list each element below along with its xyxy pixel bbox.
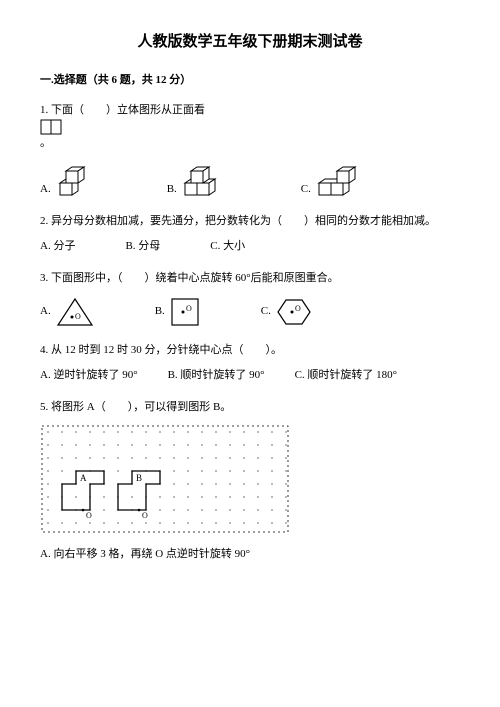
q3-text: 3. 下面图形中，（ ）绕着中心点旋转 60°后能和原图重合。 — [40, 270, 460, 288]
q3-opt-a-label: A. — [40, 303, 51, 321]
hexagon-icon: O — [275, 296, 313, 328]
q2-opt-b: B. 分母 — [125, 238, 160, 256]
q2-options: A. 分子 B. 分母 C. 大小 — [40, 238, 460, 256]
cube-figure-c-icon — [315, 161, 365, 199]
q1-opt-c: C. — [301, 161, 365, 199]
page-title: 人教版数学五年级下册期末测试卷 — [40, 30, 460, 54]
cube-figure-b-icon — [181, 161, 231, 199]
q5-opt-a: A. 向右平移 3 格，再绕 O 点逆时针旋转 90° — [40, 546, 460, 564]
q3-opt-c: C. O — [261, 296, 313, 328]
question-3: 3. 下面图形中，（ ）绕着中心点旋转 60°后能和原图重合。 A. O B. … — [40, 270, 460, 328]
section-header: 一.选择题（共 6 题，共 12 分） — [40, 72, 460, 90]
q3-opt-b-label: B. — [155, 303, 165, 321]
q4-opt-b: B. 顺时针旋转了 90° — [168, 367, 265, 385]
q2-text: 2. 异分母分数相加减，要先通分，把分数转化为（ ）相同的分数才能相加减。 — [40, 213, 460, 231]
svg-text:B: B — [136, 473, 142, 483]
svg-text:O: O — [186, 304, 192, 313]
q4-opt-c: C. 顺时针旋转了 180° — [295, 367, 398, 385]
q4-opt-a: A. 逆时针旋转了 90° — [40, 367, 138, 385]
question-1: 1. 下面（ ）立体图形从正面看 。 A. B. — [40, 102, 460, 199]
svg-text:A: A — [80, 473, 87, 483]
question-5: 5. 将图形 A（ ），可以得到图形 B。 A — [40, 399, 460, 564]
q1-text-after: 。 — [40, 137, 51, 149]
q1-opt-a: A. — [40, 161, 97, 199]
question-4: 4. 从 12 时到 12 时 30 分，分针绕中心点（ ）。 A. 逆时针旋转… — [40, 342, 460, 385]
q1-options: A. B. — [40, 161, 460, 199]
q1-opt-a-label: A. — [40, 181, 51, 199]
q3-opt-a: A. O — [40, 296, 95, 328]
q1-opt-b-label: B. — [167, 181, 177, 199]
svg-text:O: O — [75, 312, 81, 321]
svg-text:O: O — [295, 304, 301, 313]
q3-options: A. O B. O C. O — [40, 296, 460, 328]
q2-opt-a: A. 分子 — [40, 238, 75, 256]
q1-opt-c-label: C. — [301, 181, 311, 199]
svg-text:O: O — [86, 511, 92, 520]
q5-text: 5. 将图形 A（ ），可以得到图形 B。 — [40, 399, 460, 417]
q1-text-before: 1. 下面（ ）立体图形从正面看 — [40, 104, 205, 116]
q1-front-view-icon — [40, 119, 64, 135]
q4-options: A. 逆时针旋转了 90° B. 顺时针旋转了 90° C. 顺时针旋转了 18… — [40, 367, 460, 385]
square-icon: O — [169, 296, 201, 328]
grid-figure-icon: A O B O — [40, 424, 290, 534]
question-2: 2. 异分母分数相加减，要先通分，把分数转化为（ ）相同的分数才能相加减。 A.… — [40, 213, 460, 256]
cube-figure-a-icon — [55, 161, 97, 199]
q4-text: 4. 从 12 时到 12 时 30 分，分针绕中心点（ ）。 — [40, 342, 460, 360]
svg-text:O: O — [142, 511, 148, 520]
q1-text: 1. 下面（ ）立体图形从正面看 。 — [40, 102, 460, 153]
triangle-icon: O — [55, 296, 95, 328]
q3-opt-b: B. O — [155, 296, 201, 328]
q2-opt-c: C. 大小 — [210, 238, 245, 256]
q3-opt-c-label: C. — [261, 303, 271, 321]
q1-opt-b: B. — [167, 161, 231, 199]
